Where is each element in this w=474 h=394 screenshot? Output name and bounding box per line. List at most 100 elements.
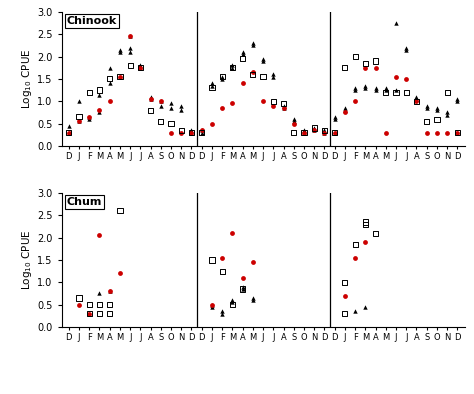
Point [137,62,144,69]
Point [454,96,461,102]
Point [392,87,400,93]
Point [331,114,338,120]
Point [65,129,73,136]
Point [372,85,379,91]
Point [259,58,267,64]
Point [320,127,328,134]
Point [443,109,451,115]
Point [167,129,175,136]
Point [228,297,236,303]
Point [177,127,185,134]
Point [290,121,298,127]
Point [249,295,256,301]
Point [341,279,349,286]
Point [249,69,256,75]
Point [127,33,134,39]
Point [249,71,256,78]
Point [382,85,390,91]
Point [433,129,441,136]
Point [106,301,113,308]
Point [382,89,390,95]
Point [351,255,359,261]
Point [423,118,430,125]
Point [208,85,216,91]
Point [85,116,93,122]
Point [116,208,124,214]
Point [239,284,246,290]
Point [106,80,113,87]
Point [208,80,216,87]
Point [116,270,124,277]
Point [402,89,410,95]
Point [116,46,124,53]
Point [188,129,195,136]
Point [127,45,134,51]
Point [239,49,246,55]
Point [65,129,73,136]
Point [127,49,134,55]
Point [310,127,318,134]
Point [433,107,441,113]
Point [198,129,206,136]
Point [96,91,103,98]
Point [454,129,461,136]
Point [372,65,379,71]
Point [331,116,338,122]
Point [106,288,113,294]
Point [157,102,164,109]
Point [270,71,277,78]
Point [116,74,124,80]
Point [249,259,256,265]
Point [228,62,236,69]
Point [280,100,287,107]
Point [96,290,103,297]
Point [300,129,308,136]
Point [85,301,93,308]
Point [372,87,379,93]
Point [331,129,338,136]
Y-axis label: Log$_{10}$ CPUE: Log$_{10}$ CPUE [20,48,34,109]
Point [127,62,134,69]
Point [85,310,93,317]
Point [208,257,216,263]
Point [280,105,287,111]
Point [362,60,369,66]
Point [351,53,359,59]
Point [280,102,287,109]
Point [259,98,267,104]
Point [320,129,328,136]
Point [280,105,287,111]
Point [320,127,328,134]
Point [208,301,216,308]
Point [423,129,430,136]
Point [362,221,369,227]
Point [219,308,226,314]
Point [147,94,155,100]
Point [362,239,369,245]
Point [239,51,246,58]
Point [228,100,236,107]
Point [239,286,246,292]
Point [270,102,277,109]
Point [413,98,420,104]
Point [157,98,164,104]
Point [351,241,359,247]
Point [351,308,359,314]
Point [270,98,277,104]
Point [75,114,83,120]
Point [157,118,164,125]
Point [351,87,359,93]
Point [65,123,73,129]
Point [341,310,349,317]
Point [75,301,83,308]
Point [127,33,134,39]
Point [208,82,216,89]
Point [372,58,379,64]
Point [351,85,359,91]
Point [443,129,451,136]
Point [392,20,400,26]
Point [300,129,308,136]
Point [300,127,308,134]
Point [362,219,369,225]
Point [85,114,93,120]
